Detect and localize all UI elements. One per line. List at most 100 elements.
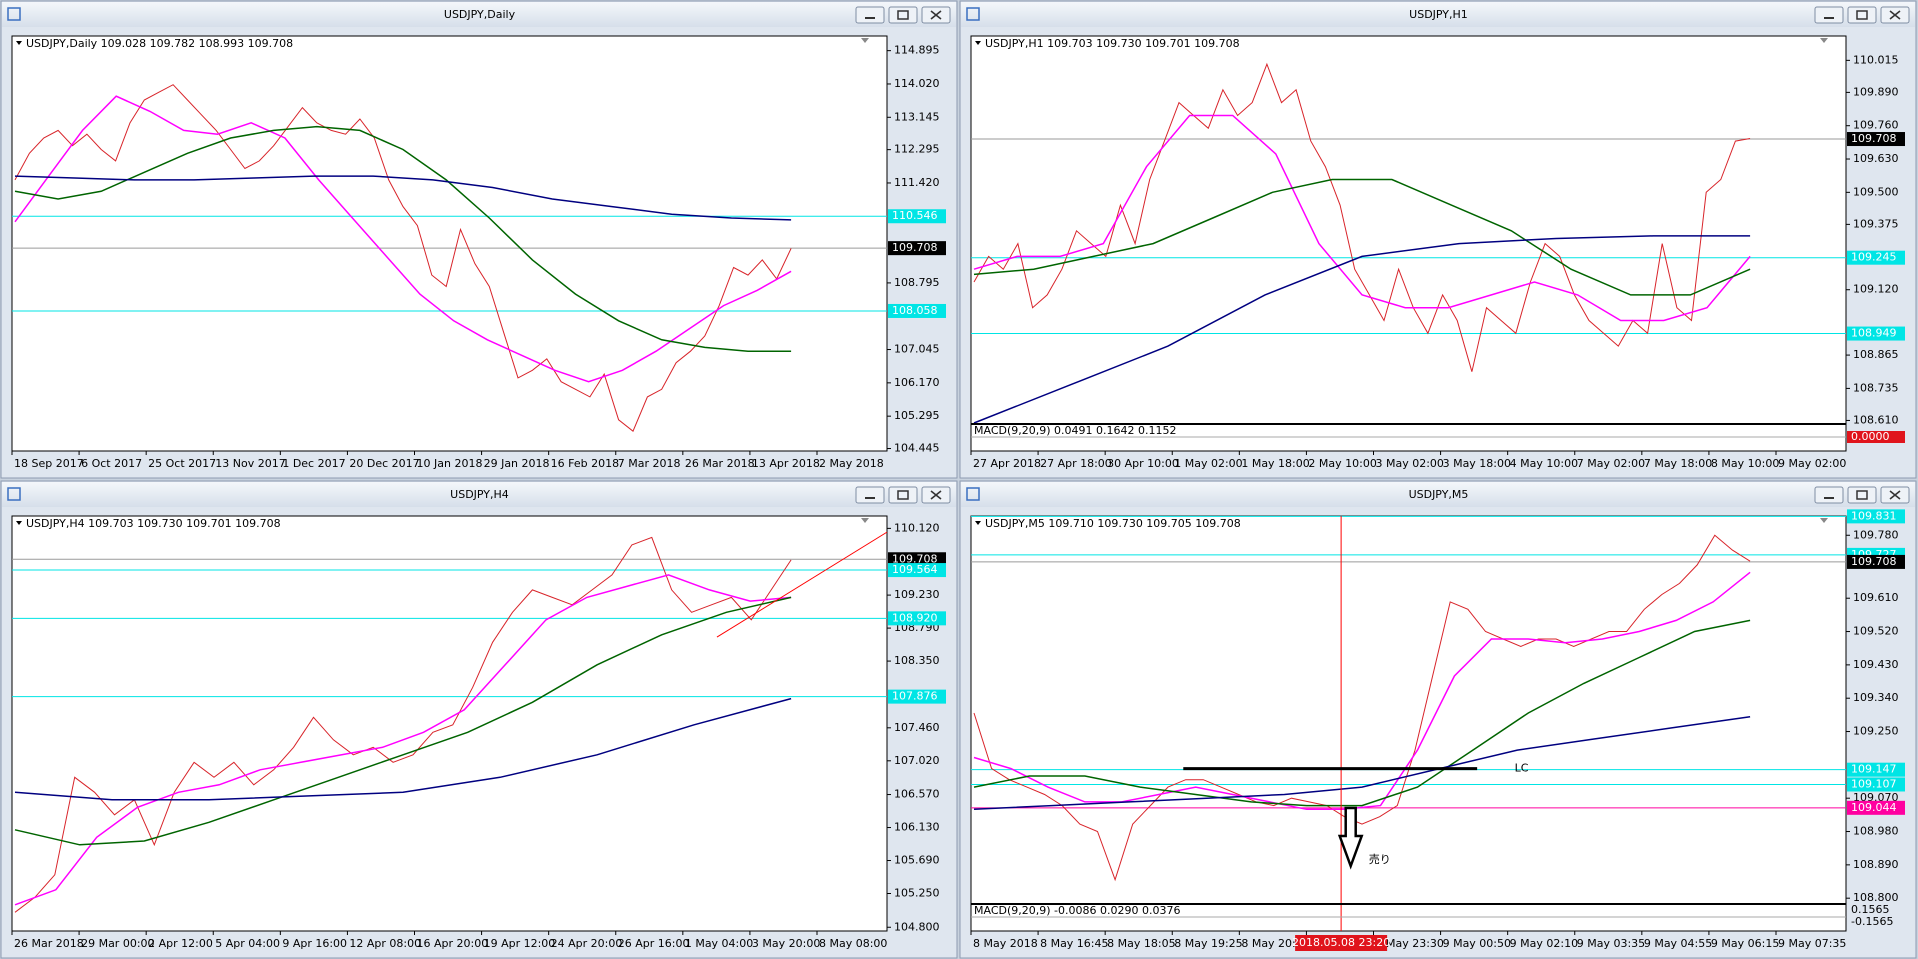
y-tick-label: 109.890 (1853, 85, 1899, 98)
chart-area (11, 515, 888, 932)
shift-marker (861, 38, 869, 43)
close-glyph (1889, 490, 1901, 500)
x-tick-label: 8 May 19:25 (1174, 937, 1242, 950)
maximize-button[interactable] (888, 6, 918, 24)
y-tick-label: 104.800 (894, 920, 940, 933)
price-tag-label: 109.044 (1851, 801, 1897, 814)
y-tick-label: 108.865 (1853, 348, 1899, 361)
y-tick-label: 109.520 (1853, 625, 1899, 638)
shift-marker (1820, 518, 1828, 523)
price-tag (888, 303, 946, 318)
price-tag-label: 109.564 (892, 563, 938, 576)
x-tick-label: 30 Apr 10:00 (1107, 457, 1179, 470)
title-bar (2, 2, 956, 27)
y-tick-label: 110.015 (1853, 53, 1899, 66)
price-tag (1847, 250, 1905, 265)
y-tick-label: 108.735 (1853, 381, 1899, 394)
time-tag (1295, 935, 1388, 951)
close-glyph (1889, 10, 1901, 20)
y-tick-label: 109.375 (1853, 217, 1899, 230)
y-tick-label: 114.895 (894, 44, 940, 57)
price-tag (1847, 800, 1905, 815)
price-tag-label: 109.708 (892, 241, 938, 254)
x-tick-label: 9 May 00:50 (1443, 937, 1511, 950)
y-tick-label: 104.445 (894, 442, 940, 455)
title-bar (961, 482, 1915, 507)
moving-average (14, 574, 792, 906)
window-title: USDJPY,M5 (1409, 488, 1469, 501)
price-tag-label: 108.920 (892, 611, 938, 624)
macd-label: MACD(9,20,9) -0.0086 0.0290 0.0376 (974, 904, 1180, 917)
macd-zero-tag (1847, 431, 1905, 443)
trendline (716, 531, 888, 638)
y-tick-label: 109.760 (1853, 119, 1899, 132)
y-tick-label: 111.420 (894, 176, 940, 189)
x-tick-label: 13 Nov 2017 (215, 457, 285, 470)
window-icon (966, 487, 980, 501)
sell-arrow (1337, 806, 1364, 870)
x-tick-label: 8 May 20:45 (1241, 937, 1309, 950)
y-tick-label: 109.630 (1853, 152, 1899, 165)
window-icon (7, 487, 21, 501)
moving-average (973, 571, 1751, 811)
x-tick-label: 26 Mar 2018 (685, 457, 755, 470)
x-tick-label: 3 May 18:00 (1443, 457, 1511, 470)
minimize-button[interactable] (1814, 6, 1844, 24)
x-tick-label: 3 May 20:00 (752, 937, 820, 950)
x-tick-label: 1 May 04:00 (685, 937, 753, 950)
y-tick-label: 108.980 (1853, 825, 1899, 838)
moving-average (973, 715, 1751, 811)
x-tick-label: 16 Apr 20:00 (417, 937, 489, 950)
minimize-button[interactable] (855, 486, 885, 504)
x-tick-label: 7 May 18:00 (1644, 457, 1712, 470)
maximize-glyph (897, 10, 909, 20)
price-tag-label: 109.147 (1851, 763, 1897, 776)
x-tick-label: 4 May 10:00 (1510, 457, 1578, 470)
y-tick-label: 114.020 (894, 77, 940, 90)
price-tag-label: 107.876 (892, 690, 938, 703)
window-title: USDJPY,H4 (450, 488, 509, 501)
y-tick-label: 105.295 (894, 409, 940, 422)
chart-info: USDJPY,M5 109.710 109.730 109.705 109.70… (985, 517, 1241, 530)
x-tick-label: 9 May 06:15 (1711, 937, 1779, 950)
info-arrow (975, 521, 981, 525)
price-tag-label: 110.546 (892, 209, 938, 222)
y-tick-label: 109.230 (894, 588, 940, 601)
x-tick-label: 9 May 02:10 (1510, 937, 1578, 950)
x-tick-label: 12 Apr 08:00 (349, 937, 421, 950)
maximize-glyph (897, 490, 909, 500)
info-arrow (16, 41, 22, 45)
x-tick-label: 2 May 2018 (819, 457, 884, 470)
x-tick-label: 9 May 02:00 (1778, 457, 1846, 470)
y-tick-label: 107.020 (894, 754, 940, 767)
minimize-button[interactable] (1814, 486, 1844, 504)
y-tick-label: 108.800 (1853, 891, 1899, 904)
x-tick-label: 7 Mar 2018 (618, 457, 681, 470)
maximize-glyph (1856, 10, 1868, 20)
x-tick-label: 26 Apr 16:00 (618, 937, 690, 950)
maximize-button[interactable] (888, 486, 918, 504)
moving-average (14, 697, 792, 801)
price-tag-label: 109.708 (892, 552, 938, 565)
price-line (14, 84, 792, 433)
x-tick-label: 8 May 18:05 (1107, 937, 1175, 950)
window-icon (966, 7, 980, 21)
x-tick-label: 13 Apr 2018 (752, 457, 820, 470)
x-tick-label: 1 Dec 2017 (282, 457, 345, 470)
macd-zero-label: 0.0000 (1851, 430, 1890, 443)
y-tick-label: 109.120 (1853, 283, 1899, 296)
window-title: USDJPY,Daily (444, 8, 516, 21)
x-tick-label: 2 Apr 12:00 (148, 937, 213, 950)
x-tick-label: 9 May 04:55 (1644, 937, 1712, 950)
x-tick-label: 8 May 2018 (973, 937, 1038, 950)
x-tick-label: 8 May 10:00 (1711, 457, 1779, 470)
y-tick-label: 106.170 (894, 376, 940, 389)
maximize-button[interactable] (1847, 486, 1877, 504)
y-tick-label: 107.460 (894, 721, 940, 734)
minimize-button[interactable] (855, 6, 885, 24)
x-tick-label: 9 May 03:35 (1577, 937, 1645, 950)
y-tick-label: 112.295 (894, 143, 940, 156)
y-tick-label: 107.045 (894, 343, 940, 356)
maximize-button[interactable] (1847, 6, 1877, 24)
close-glyph (930, 10, 942, 20)
